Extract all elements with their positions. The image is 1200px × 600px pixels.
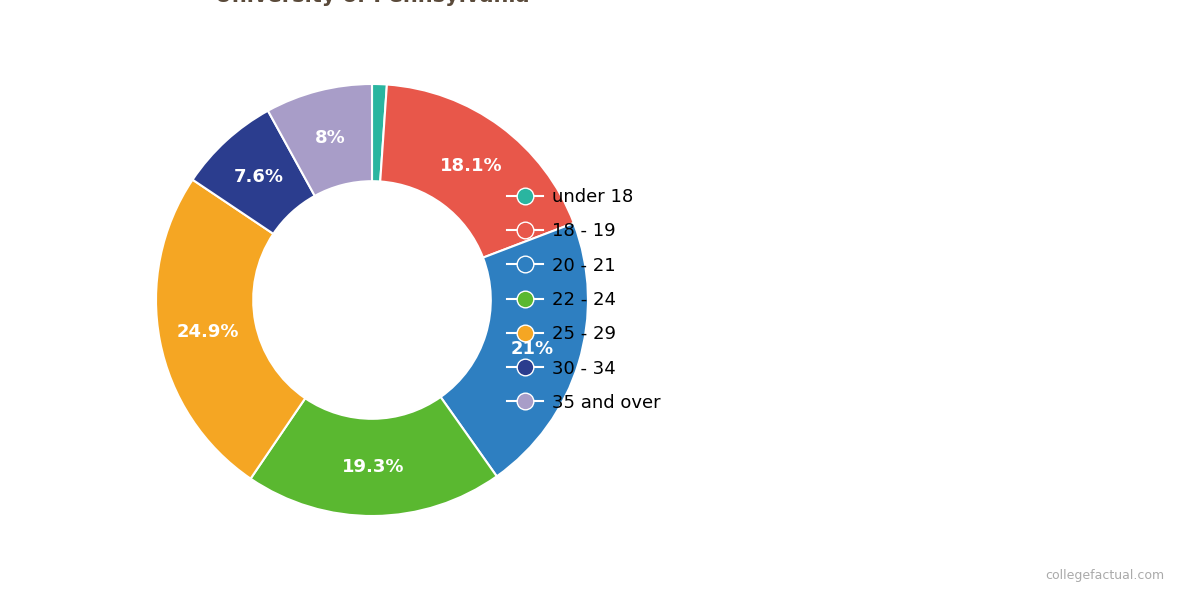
- Wedge shape: [372, 84, 386, 181]
- Wedge shape: [380, 85, 574, 257]
- Text: 21%: 21%: [510, 340, 553, 358]
- Text: 24.9%: 24.9%: [176, 323, 239, 341]
- Text: 8%: 8%: [314, 129, 346, 147]
- Title: Age of Students at
University of Pennsylvania: Age of Students at University of Pennsyl…: [215, 0, 529, 6]
- Wedge shape: [268, 84, 372, 196]
- Wedge shape: [440, 223, 588, 476]
- Wedge shape: [156, 180, 305, 479]
- Legend: under 18, 18 - 19, 20 - 21, 22 - 24, 25 - 29, 30 - 34, 35 and over: under 18, 18 - 19, 20 - 21, 22 - 24, 25 …: [500, 181, 668, 419]
- Text: 18.1%: 18.1%: [440, 157, 503, 175]
- Wedge shape: [192, 111, 314, 234]
- Wedge shape: [251, 397, 497, 516]
- Text: 19.3%: 19.3%: [342, 458, 404, 476]
- Text: collegefactual.com: collegefactual.com: [1045, 569, 1164, 582]
- Text: 7.6%: 7.6%: [234, 167, 284, 185]
